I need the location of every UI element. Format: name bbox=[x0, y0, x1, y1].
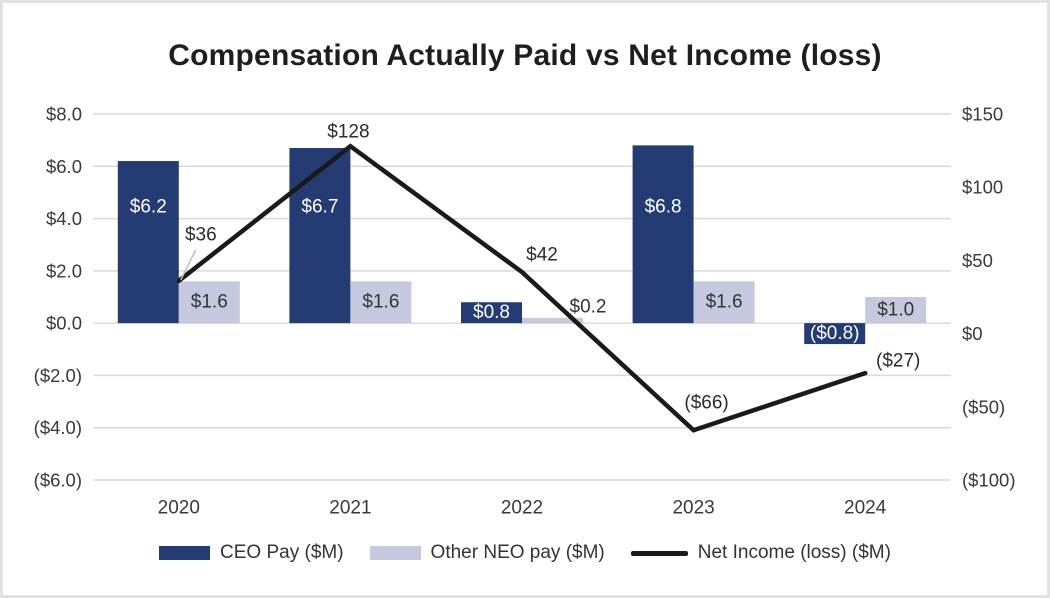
legend-item-ceo-pay: CEO Pay ($M) bbox=[159, 542, 344, 564]
net-income-label-2021: $128 bbox=[327, 122, 369, 143]
other-neo-pay-label-2023: $1.6 bbox=[706, 292, 743, 313]
ceo-pay-label-2021: $6.7 bbox=[301, 197, 338, 218]
other-neo-pay-bar-2020 bbox=[178, 281, 240, 324]
legend-item-net-income: Net Income (loss) ($M) bbox=[630, 542, 891, 564]
legend-item-other-neo-pay: Other NEO pay ($M) bbox=[369, 542, 605, 564]
other-neo-pay-bar-2024 bbox=[865, 297, 927, 324]
legend-label-other-neo-pay: Other NEO pay ($M) bbox=[430, 542, 605, 563]
other-neo-pay-label-2020: $1.6 bbox=[191, 292, 228, 313]
left-axis-tick-label: $8.0 bbox=[46, 104, 82, 125]
left-axis-tick-label: ($4.0) bbox=[34, 417, 82, 438]
net-income-label-2020: $36 bbox=[185, 224, 217, 245]
ceo-pay-swatch-icon bbox=[159, 546, 211, 560]
net-income-label-leader-line bbox=[180, 249, 197, 281]
left-axis-tick-label: $6.0 bbox=[46, 156, 82, 177]
left-axis-tick-label: $0.0 bbox=[46, 313, 82, 334]
right-axis-tick-label: $150 bbox=[962, 104, 1003, 125]
right-axis-tick-label: $0 bbox=[962, 323, 983, 344]
x-axis-label-2024: 2024 bbox=[844, 498, 887, 519]
left-axis-tick-label: ($6.0) bbox=[34, 470, 82, 491]
left-axis-tick-label: $2.0 bbox=[46, 260, 82, 281]
ceo-pay-label-2020: $6.2 bbox=[130, 197, 167, 218]
x-axis-label-2021: 2021 bbox=[329, 498, 371, 519]
ceo-pay-bar-2023 bbox=[632, 145, 694, 324]
other-neo-pay-bar-2022 bbox=[522, 317, 583, 324]
other-neo-pay-bar-2021 bbox=[350, 281, 412, 324]
legend-label-net-income: Net Income (loss) ($M) bbox=[697, 542, 891, 563]
left-axis-tick-label: $4.0 bbox=[46, 208, 82, 229]
ceo-pay-bar-2022 bbox=[461, 302, 522, 324]
net-income-label-2023: ($66) bbox=[684, 393, 728, 414]
net-income-label-2024: ($27) bbox=[876, 351, 920, 372]
ceo-pay-label-2022: $0.8 bbox=[473, 302, 510, 323]
ceo-pay-label-2024: ($0.8) bbox=[810, 323, 860, 344]
ceo-pay-bar-2020 bbox=[117, 161, 179, 324]
net-income-line-swatch-icon bbox=[630, 550, 688, 556]
net-income-label-2022: $42 bbox=[526, 245, 558, 266]
right-axis-tick-label: $50 bbox=[962, 250, 993, 271]
left-axis-tick-label: ($2.0) bbox=[34, 365, 82, 386]
chart-title: Compensation Actually Paid vs Net Income… bbox=[168, 39, 882, 72]
x-axis-label-2022: 2022 bbox=[501, 498, 543, 519]
ceo-pay-label-2023: $6.8 bbox=[645, 197, 682, 218]
chart-canvas: $8.0 $6.0 $4.0 $2.0 $0.0 ($2.0) ($4.0) ($6.0) $1… bbox=[34, 104, 1016, 519]
ceo-pay-bar-2021 bbox=[289, 147, 351, 324]
net-income-line bbox=[176, 143, 868, 433]
other-neo-pay-label-2021: $1.6 bbox=[362, 292, 399, 313]
right-axis-tick-label: ($50) bbox=[962, 396, 1005, 417]
x-axis-label-2020: 2020 bbox=[158, 498, 200, 519]
legend-label-ceo-pay: CEO Pay ($M) bbox=[220, 542, 344, 563]
other-neo-pay-bar-2023 bbox=[693, 281, 755, 324]
x-axis-label-2023: 2023 bbox=[672, 498, 714, 519]
right-axis-tick-label: ($100) bbox=[962, 470, 1015, 491]
ceo-pay-bar-2024 bbox=[804, 323, 866, 345]
other-neo-pay-swatch-icon bbox=[369, 546, 421, 560]
right-axis-tick-label: $100 bbox=[962, 177, 1003, 198]
other-neo-pay-label-2022: $0.2 bbox=[570, 296, 607, 317]
chart-legend: CEO Pay ($M) Other NEO pay ($M) Net Inco… bbox=[3, 542, 1047, 564]
other-neo-pay-label-2024: $1.0 bbox=[877, 300, 914, 321]
